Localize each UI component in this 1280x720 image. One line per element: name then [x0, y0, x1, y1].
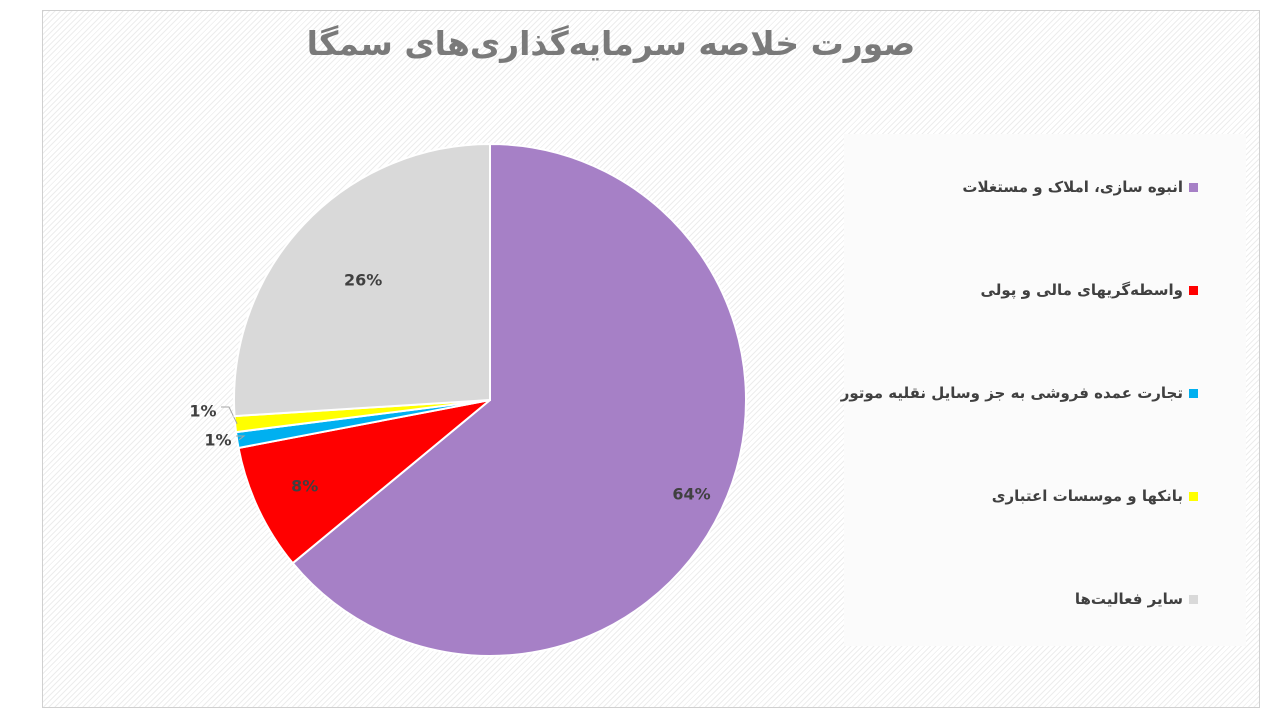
leader-line-4: [221, 406, 238, 425]
legend-swatch-2: [1189, 285, 1198, 295]
data-label-2: 8%: [291, 477, 318, 496]
legend-swatch-3: [1189, 388, 1198, 398]
legend-label-3: تجارت عمده فروشی به جز وسایل نقلیه موتور: [840, 384, 1183, 402]
legend-label-4: بانکها و موسسات اعتباری: [991, 487, 1183, 505]
legend-swatch-1: [1189, 182, 1198, 192]
chart-title: صورت خلاصه سرمایه‌گذاری‌های سمگا: [306, 24, 916, 63]
pie-slice-1: [291, 142, 747, 657]
legend-item-5: سایر فعالیت‌ها: [1075, 590, 1198, 608]
legend-swatch-5: [1189, 594, 1198, 604]
legend-item-3: تجارت عمده فروشی به جز وسایل نقلیه موتور: [841, 384, 1198, 402]
data-label-3: 1%: [204, 431, 231, 450]
legend-item-2: واسطه‌گریهای مالی و پولی: [981, 281, 1198, 299]
legend-item-4: بانکها و موسسات اعتباری: [992, 487, 1198, 505]
pie-slice-5: [233, 142, 491, 418]
data-label-4: 1%: [189, 402, 216, 421]
data-label-5: 26%: [344, 270, 382, 289]
legend-swatch-4: [1189, 491, 1198, 501]
leader-line-3: [236, 435, 246, 441]
legend-label-5: سایر فعالیت‌ها: [1074, 590, 1183, 608]
legend: انبوه سازی، املاک و مستغلات واسطه‌گریهای …: [841, 134, 1246, 646]
pie-slice-2: [237, 399, 491, 565]
legend-label-1: انبوه سازی، املاک و مستغلات: [962, 178, 1183, 196]
data-label-1: 64%: [672, 484, 710, 503]
legend-label-2: واسطه‌گریهای مالی و پولی: [980, 281, 1183, 299]
legend-item-1: انبوه سازی، املاک و مستغلات: [962, 178, 1198, 196]
